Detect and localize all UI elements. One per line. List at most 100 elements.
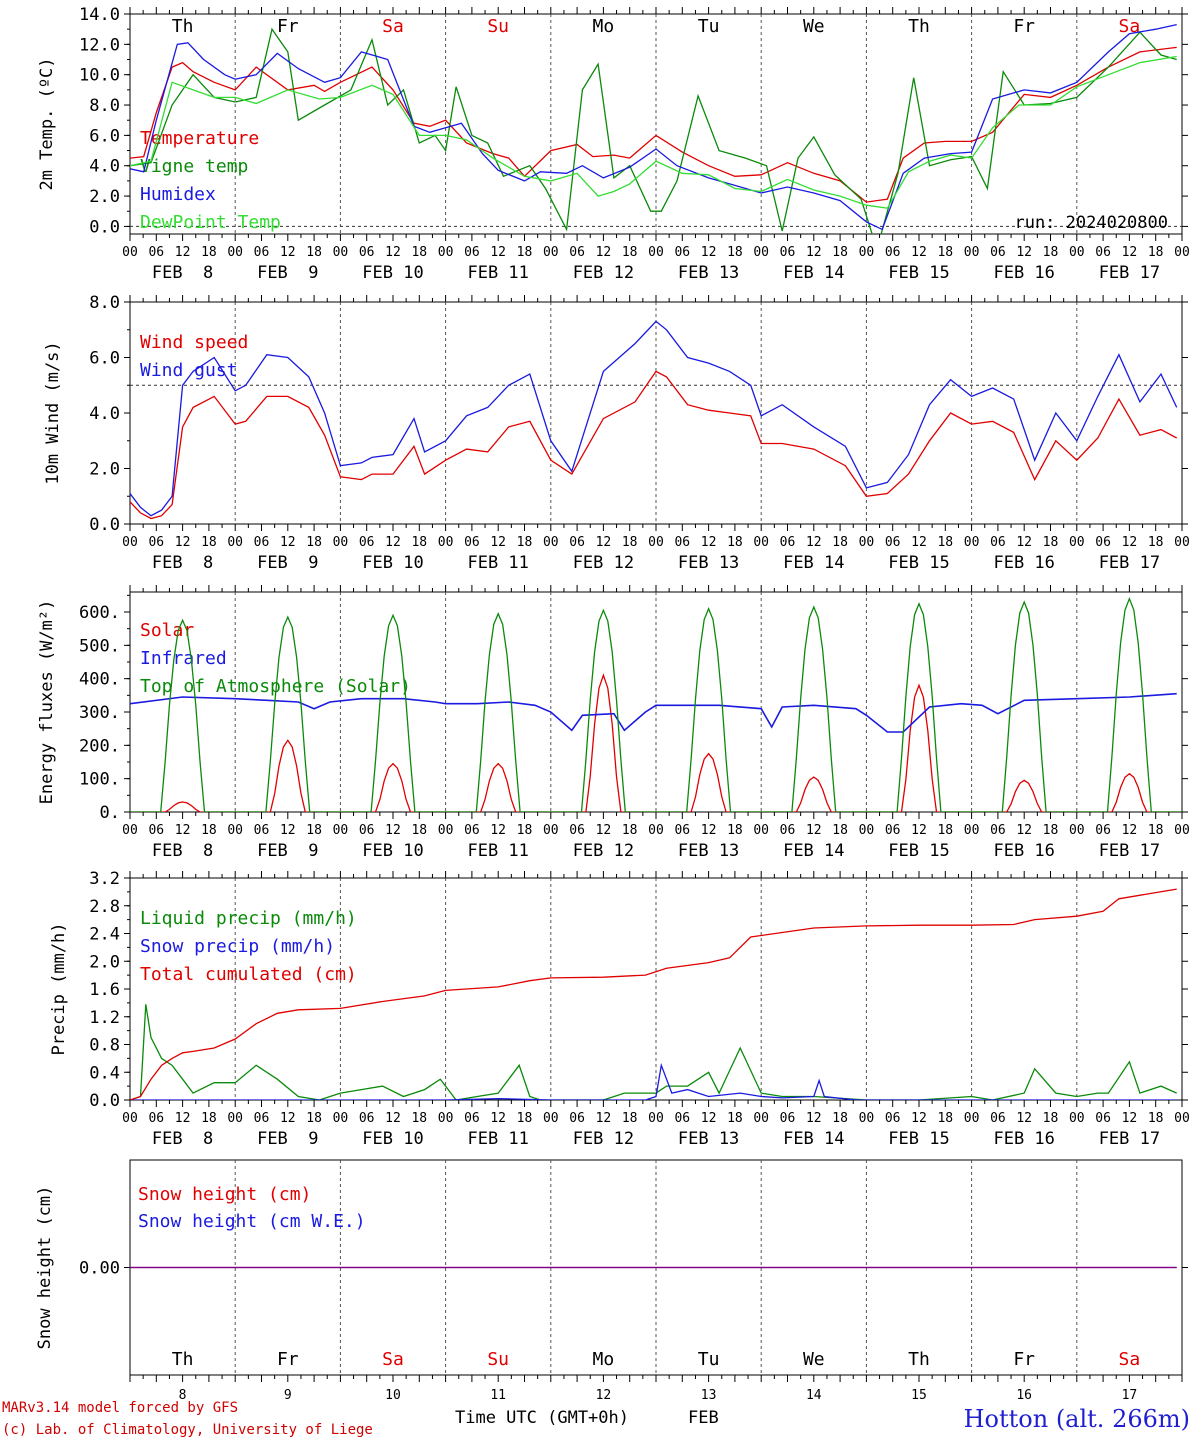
date-label: FEB 14 (783, 263, 844, 283)
hour-tick-label: 00 (648, 245, 664, 260)
hour-tick-label: 18 (517, 823, 533, 838)
hour-tick-label: 12 (911, 535, 927, 550)
legend-entry: Top of Atmosphere (Solar) (140, 676, 411, 697)
hour-tick-label: 12 (280, 1111, 296, 1126)
y-tick-label: 2.0 (89, 952, 120, 972)
hour-tick-label: 18 (622, 535, 638, 550)
date-label: FEB 14 (783, 1129, 844, 1149)
y-tick-label: 2.8 (89, 897, 120, 917)
hour-tick-label: 00 (227, 823, 243, 838)
y-tick-label: 0. (100, 803, 120, 823)
hour-tick-label: 06 (359, 1111, 375, 1126)
weekday-label: Su (487, 16, 509, 37)
legend-entry: Snow precip (mm/h) (140, 936, 335, 957)
day-number-label: 8 (179, 1388, 187, 1403)
footer: MARv3.14 model forced by GFS (c) Lab. of… (2, 1400, 1190, 1438)
hour-tick-label: 00 (438, 1111, 454, 1126)
weekday-label: Mo (593, 16, 615, 37)
hour-tick-label: 12 (385, 823, 401, 838)
date-label: FEB 13 (678, 263, 739, 283)
weekday-label: We (803, 1349, 825, 1370)
hour-tick-label: 06 (1095, 1111, 1111, 1126)
day-number-label: 13 (701, 1388, 717, 1403)
y-tick-label: 200. (79, 736, 120, 756)
hour-tick-label: 18 (411, 1111, 427, 1126)
hour-tick-label: 12 (175, 245, 191, 260)
date-label: FEB 13 (678, 553, 739, 573)
hour-tick-label: 12 (1016, 535, 1032, 550)
hour-tick-label: 12 (806, 535, 822, 550)
hour-tick-label: 18 (1148, 823, 1164, 838)
legend-entry: Solar (140, 620, 194, 641)
series-line-snow-precip-mm-h (130, 1062, 1177, 1100)
hour-tick-label: 18 (1148, 535, 1164, 550)
hour-tick-label: 00 (1069, 1111, 1085, 1126)
date-label: FEB 14 (783, 553, 844, 573)
hour-tick-label: 00 (648, 823, 664, 838)
legend-entry: DewPoint Temp (140, 212, 281, 233)
date-label: FEB 8 (152, 263, 213, 283)
hour-tick-label: 00 (543, 1111, 559, 1126)
date-label: FEB 11 (467, 553, 528, 573)
hour-tick-label: 00 (648, 535, 664, 550)
hour-tick-label: 18 (832, 1111, 848, 1126)
hour-tick-label: 18 (306, 535, 322, 550)
y-tick-label: 3.2 (89, 869, 120, 889)
hour-tick-label: 06 (569, 823, 585, 838)
hour-tick-label: 12 (490, 245, 506, 260)
hour-tick-label: 18 (832, 535, 848, 550)
hour-tick-label: 00 (333, 823, 349, 838)
hour-tick-label: 18 (937, 1111, 953, 1126)
date-label: FEB 17 (1099, 1129, 1160, 1149)
hour-tick-label: 18 (201, 245, 217, 260)
weekday-label: Sa (382, 16, 404, 37)
series-line-total-cumulated-cm (130, 888, 1177, 1100)
hour-tick-label: 00 (333, 1111, 349, 1126)
weekday-label: Sa (382, 1349, 404, 1370)
y-axis-label: 2m Temp. (ºC) (37, 57, 57, 190)
hour-tick-label: 00 (438, 245, 454, 260)
series-line-top-of-atmosphere-solar (130, 596, 1182, 812)
hour-tick-label: 12 (596, 245, 612, 260)
chart-panel-2: 0.0 2.0 4.0 6.0 8.0 10m Wind (m/s) 00 06 12 18 FEB… (43, 293, 1190, 573)
legend-entry: Snow height (cm) (138, 1184, 311, 1205)
day-number-label: 9 (284, 1388, 292, 1403)
hour-tick-label: 00 (438, 823, 454, 838)
date-label: FEB 12 (573, 553, 634, 573)
y-axis-label: Energy fluxes (W/m²) (37, 600, 57, 805)
hour-tick-label: 06 (359, 245, 375, 260)
date-label: FEB 10 (362, 1129, 423, 1149)
day-number-label: 10 (385, 1388, 401, 1403)
y-tick-label: 14.0 (79, 5, 120, 25)
y-tick-label: 4.0 (89, 404, 120, 424)
hour-tick-label: 00 (1069, 823, 1085, 838)
hour-tick-label: 18 (937, 245, 953, 260)
hour-tick-label: 06 (148, 245, 164, 260)
hour-tick-label: 18 (622, 823, 638, 838)
hour-tick-label: 06 (990, 535, 1006, 550)
legend-entry: Snow height (cm W.E.) (138, 1211, 366, 1232)
hour-tick-label: 18 (517, 1111, 533, 1126)
hour-tick-label: 06 (885, 245, 901, 260)
hour-tick-label: 18 (1148, 245, 1164, 260)
y-tick-label: 500. (79, 636, 120, 656)
hour-tick-label: 12 (806, 245, 822, 260)
hour-tick-label: 12 (1122, 823, 1138, 838)
hour-tick-label: 06 (254, 823, 270, 838)
y-tick-label: 0.0 (89, 1091, 120, 1111)
date-label: FEB 13 (678, 841, 739, 861)
hour-tick-label: 06 (885, 535, 901, 550)
hour-tick-label: 12 (1016, 823, 1032, 838)
hour-tick-label: 00 (964, 1111, 980, 1126)
date-label: FEB 15 (888, 1129, 949, 1149)
hour-tick-label: 00 (753, 1111, 769, 1126)
hour-tick-label: 12 (385, 1111, 401, 1126)
hour-tick-label: 00 (122, 823, 138, 838)
hour-tick-label: 06 (885, 823, 901, 838)
date-label: FEB 12 (573, 263, 634, 283)
weekday-label: Fr (277, 16, 299, 37)
hour-tick-label: 18 (727, 535, 743, 550)
series-line-humidex (130, 23, 1177, 231)
hour-tick-label: 18 (727, 1111, 743, 1126)
